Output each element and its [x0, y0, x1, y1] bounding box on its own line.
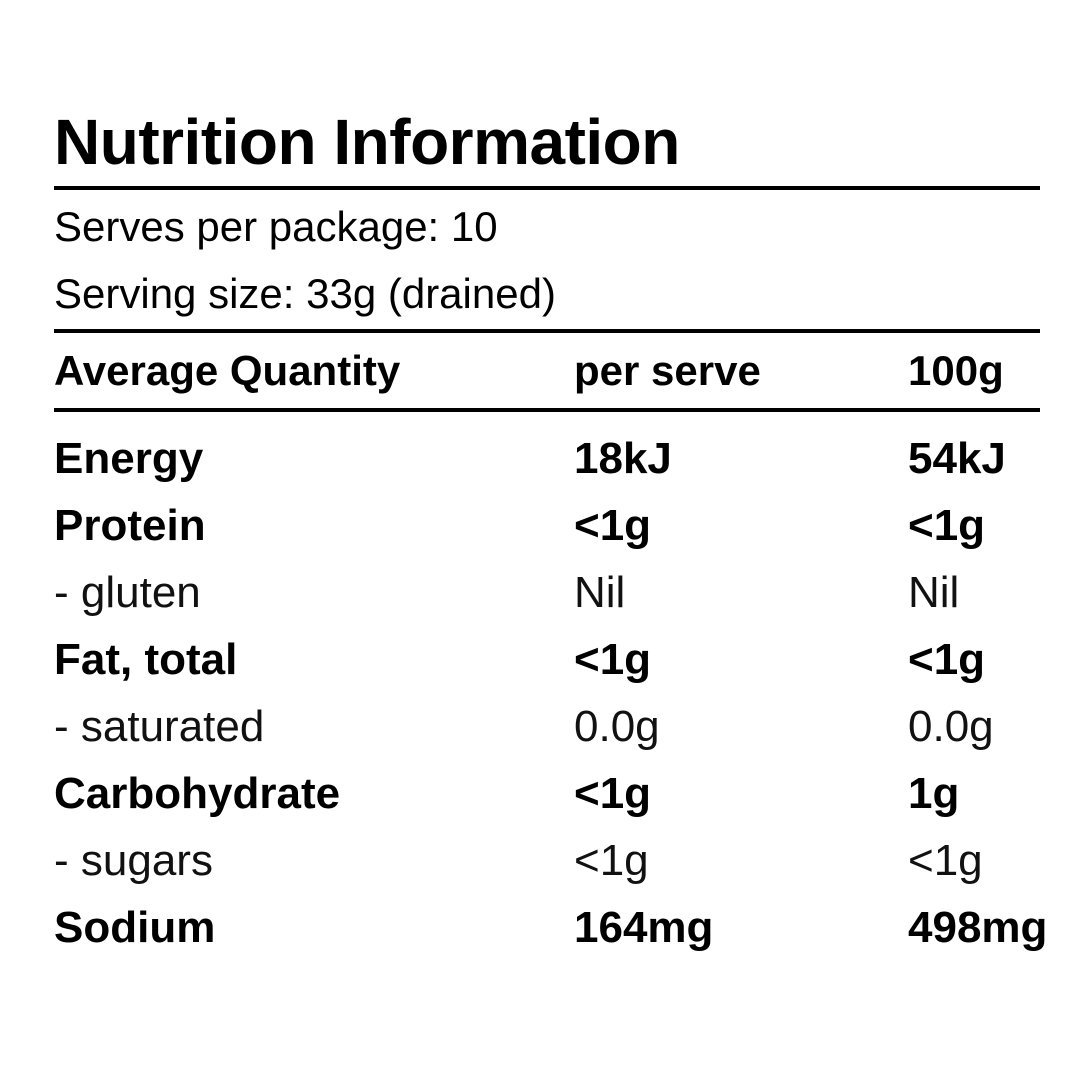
nutrient-label: Sodium: [54, 903, 216, 952]
table-header: Average Quantity per serve 100g: [54, 341, 1080, 401]
per-100g-value: 0.0g: [908, 702, 994, 751]
nutrient-label: Fat, total: [54, 635, 238, 684]
per-serve-value: 18kJ: [574, 434, 672, 483]
per-serve-value: <1g: [574, 501, 652, 550]
table-row: Fat, total <1g <1g: [54, 630, 1080, 690]
nutrient-label: Protein: [54, 501, 206, 550]
serves-per-package: Serves per package: 10: [54, 203, 498, 250]
per-100g-value: 1g: [908, 769, 960, 818]
nutrition-panel: Nutrition Information Serves per package…: [54, 0, 1047, 1080]
table-row: - sugars <1g <1g: [54, 831, 1080, 891]
column-header-per-serve: per serve: [574, 347, 761, 394]
nutrient-label: - saturated: [54, 702, 265, 751]
table-row: Sodium 164mg 498mg: [54, 898, 1080, 958]
per-serve-value: Nil: [574, 568, 626, 617]
per-serve-value: <1g: [574, 635, 652, 684]
header-divider: [54, 408, 1040, 412]
per-100g-value: <1g: [908, 836, 983, 885]
nutrient-label: - gluten: [54, 568, 201, 617]
column-header-per-100g: 100g: [908, 347, 1004, 394]
table-row: Protein <1g <1g: [54, 496, 1080, 556]
table-row: - saturated 0.0g 0.0g: [54, 697, 1080, 757]
nutrient-label: - sugars: [54, 836, 213, 885]
table-row: Energy 18kJ 54kJ: [54, 429, 1080, 489]
per-100g-value: <1g: [908, 635, 986, 684]
table-row: Carbohydrate <1g 1g: [54, 764, 1080, 824]
nutrient-label: Carbohydrate: [54, 769, 341, 818]
serving-size: Serving size: 33g (drained): [54, 270, 556, 317]
per-serve-value: 164mg: [574, 903, 714, 952]
panel-title: Nutrition Information: [54, 106, 680, 178]
per-serve-value: 0.0g: [574, 702, 660, 751]
serving-divider: [54, 329, 1040, 333]
title-divider: [54, 186, 1040, 190]
per-100g-value: 498mg: [908, 903, 1048, 952]
per-serve-value: <1g: [574, 836, 649, 885]
per-100g-value: 54kJ: [908, 434, 1006, 483]
nutrient-label: Energy: [54, 434, 204, 483]
table-row: - gluten Nil Nil: [54, 563, 1080, 623]
per-100g-value: <1g: [908, 501, 986, 550]
per-100g-value: Nil: [908, 568, 960, 617]
per-serve-value: <1g: [574, 769, 652, 818]
column-header-label: Average Quantity: [54, 347, 401, 394]
